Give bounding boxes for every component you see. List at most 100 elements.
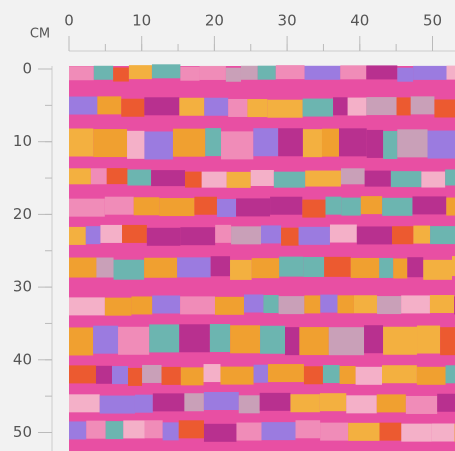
top-tick-label: 40 xyxy=(350,12,369,30)
fabric-block xyxy=(220,366,254,385)
top-tick-label: 50 xyxy=(423,12,442,30)
fabric-block xyxy=(178,420,204,439)
fabric-block xyxy=(446,65,455,80)
fabric-block xyxy=(421,171,446,188)
fabric-block xyxy=(194,196,217,215)
fabric-block xyxy=(360,196,383,215)
top-tick-label: 30 xyxy=(278,12,297,30)
fabric-block xyxy=(69,168,91,185)
fabric-block xyxy=(290,394,320,413)
fabric-block xyxy=(353,295,378,314)
fabric-block xyxy=(69,297,105,316)
fabric-block xyxy=(100,224,123,243)
fabric-block xyxy=(257,65,276,80)
fabric-block xyxy=(209,324,231,353)
fabric-block xyxy=(133,197,160,216)
fabric-block xyxy=(111,366,128,385)
fabric-block xyxy=(429,295,455,314)
fabric-block xyxy=(261,422,296,441)
fabric-block xyxy=(451,256,455,277)
fabric-block xyxy=(69,226,86,245)
fabric-block xyxy=(230,259,252,280)
fabric-block xyxy=(152,393,185,412)
fabric-block xyxy=(423,259,452,280)
fabric-block xyxy=(333,97,348,116)
fabric-block xyxy=(238,395,260,414)
fabric-block xyxy=(278,296,305,315)
fabric-block xyxy=(366,65,398,80)
fabric-block xyxy=(437,393,455,412)
fabric-block xyxy=(104,297,132,316)
fabric-block xyxy=(305,170,341,187)
fabric-block xyxy=(69,327,94,356)
fabric-block xyxy=(397,67,414,82)
fabric-block xyxy=(445,365,455,384)
fabric-block xyxy=(146,227,181,246)
fabric-block xyxy=(340,65,367,80)
fabric-block xyxy=(90,168,107,185)
fabric-block xyxy=(69,96,98,115)
fabric-block xyxy=(180,296,215,315)
fabric-block xyxy=(144,257,178,278)
fabric-block xyxy=(179,324,210,353)
fabric-block xyxy=(346,395,377,414)
fabric-block xyxy=(279,256,304,277)
fabric-block xyxy=(445,169,455,186)
fabric-block xyxy=(275,65,305,80)
fabric-block xyxy=(303,366,323,385)
fabric-block xyxy=(177,257,211,278)
fabric-block xyxy=(417,325,441,354)
fabric-block xyxy=(295,420,321,439)
fabric-block xyxy=(93,129,128,158)
fabric-block xyxy=(253,364,268,383)
fabric-block xyxy=(340,168,365,185)
fabric-block xyxy=(113,259,145,280)
fabric-block xyxy=(180,66,200,81)
fabric-block xyxy=(179,97,205,116)
fabric-block xyxy=(184,393,204,412)
fabric-block xyxy=(243,294,264,313)
fabric-block xyxy=(221,131,254,160)
fabric-block xyxy=(324,256,351,277)
fabric-block xyxy=(427,130,455,159)
fabric-block xyxy=(93,325,119,354)
left-tick-label: 30 xyxy=(13,278,32,296)
fabric-block xyxy=(267,99,303,118)
fabric-block xyxy=(302,98,334,117)
fabric-block xyxy=(260,225,282,244)
fabric-block xyxy=(366,129,384,158)
fabric-block xyxy=(99,395,135,414)
fabric-block xyxy=(270,196,303,215)
fabric-block xyxy=(122,224,147,243)
fabric-block xyxy=(431,423,455,442)
fabric-block xyxy=(142,364,162,383)
fabric-block xyxy=(180,367,204,386)
fabric-block xyxy=(416,366,446,385)
fabric-block xyxy=(204,97,229,116)
fabric-block xyxy=(434,99,455,118)
fabric-block xyxy=(127,169,152,186)
fabric-block xyxy=(278,128,303,157)
fabric-block xyxy=(162,422,179,441)
fabric-block xyxy=(382,197,413,216)
fabric-block xyxy=(364,170,391,187)
fabric-block xyxy=(263,295,279,314)
fabric-block xyxy=(319,393,347,412)
fabric-block xyxy=(328,327,365,356)
fabric-block xyxy=(329,224,357,243)
fabric-block xyxy=(134,394,153,413)
fabric-block xyxy=(393,258,408,279)
fabric-block xyxy=(321,128,339,157)
fabric-block xyxy=(152,295,181,314)
fabric-block xyxy=(216,198,237,217)
fabric-block xyxy=(69,257,97,278)
fabric-block xyxy=(225,67,241,82)
fabric-block xyxy=(304,65,341,80)
fabric-block xyxy=(341,197,361,216)
fabric-block xyxy=(377,296,402,315)
fabric-block xyxy=(203,364,221,383)
fabric-block xyxy=(383,131,398,160)
fabric-block xyxy=(172,128,206,157)
fabric-block xyxy=(413,225,431,244)
fabric-block xyxy=(325,196,342,215)
